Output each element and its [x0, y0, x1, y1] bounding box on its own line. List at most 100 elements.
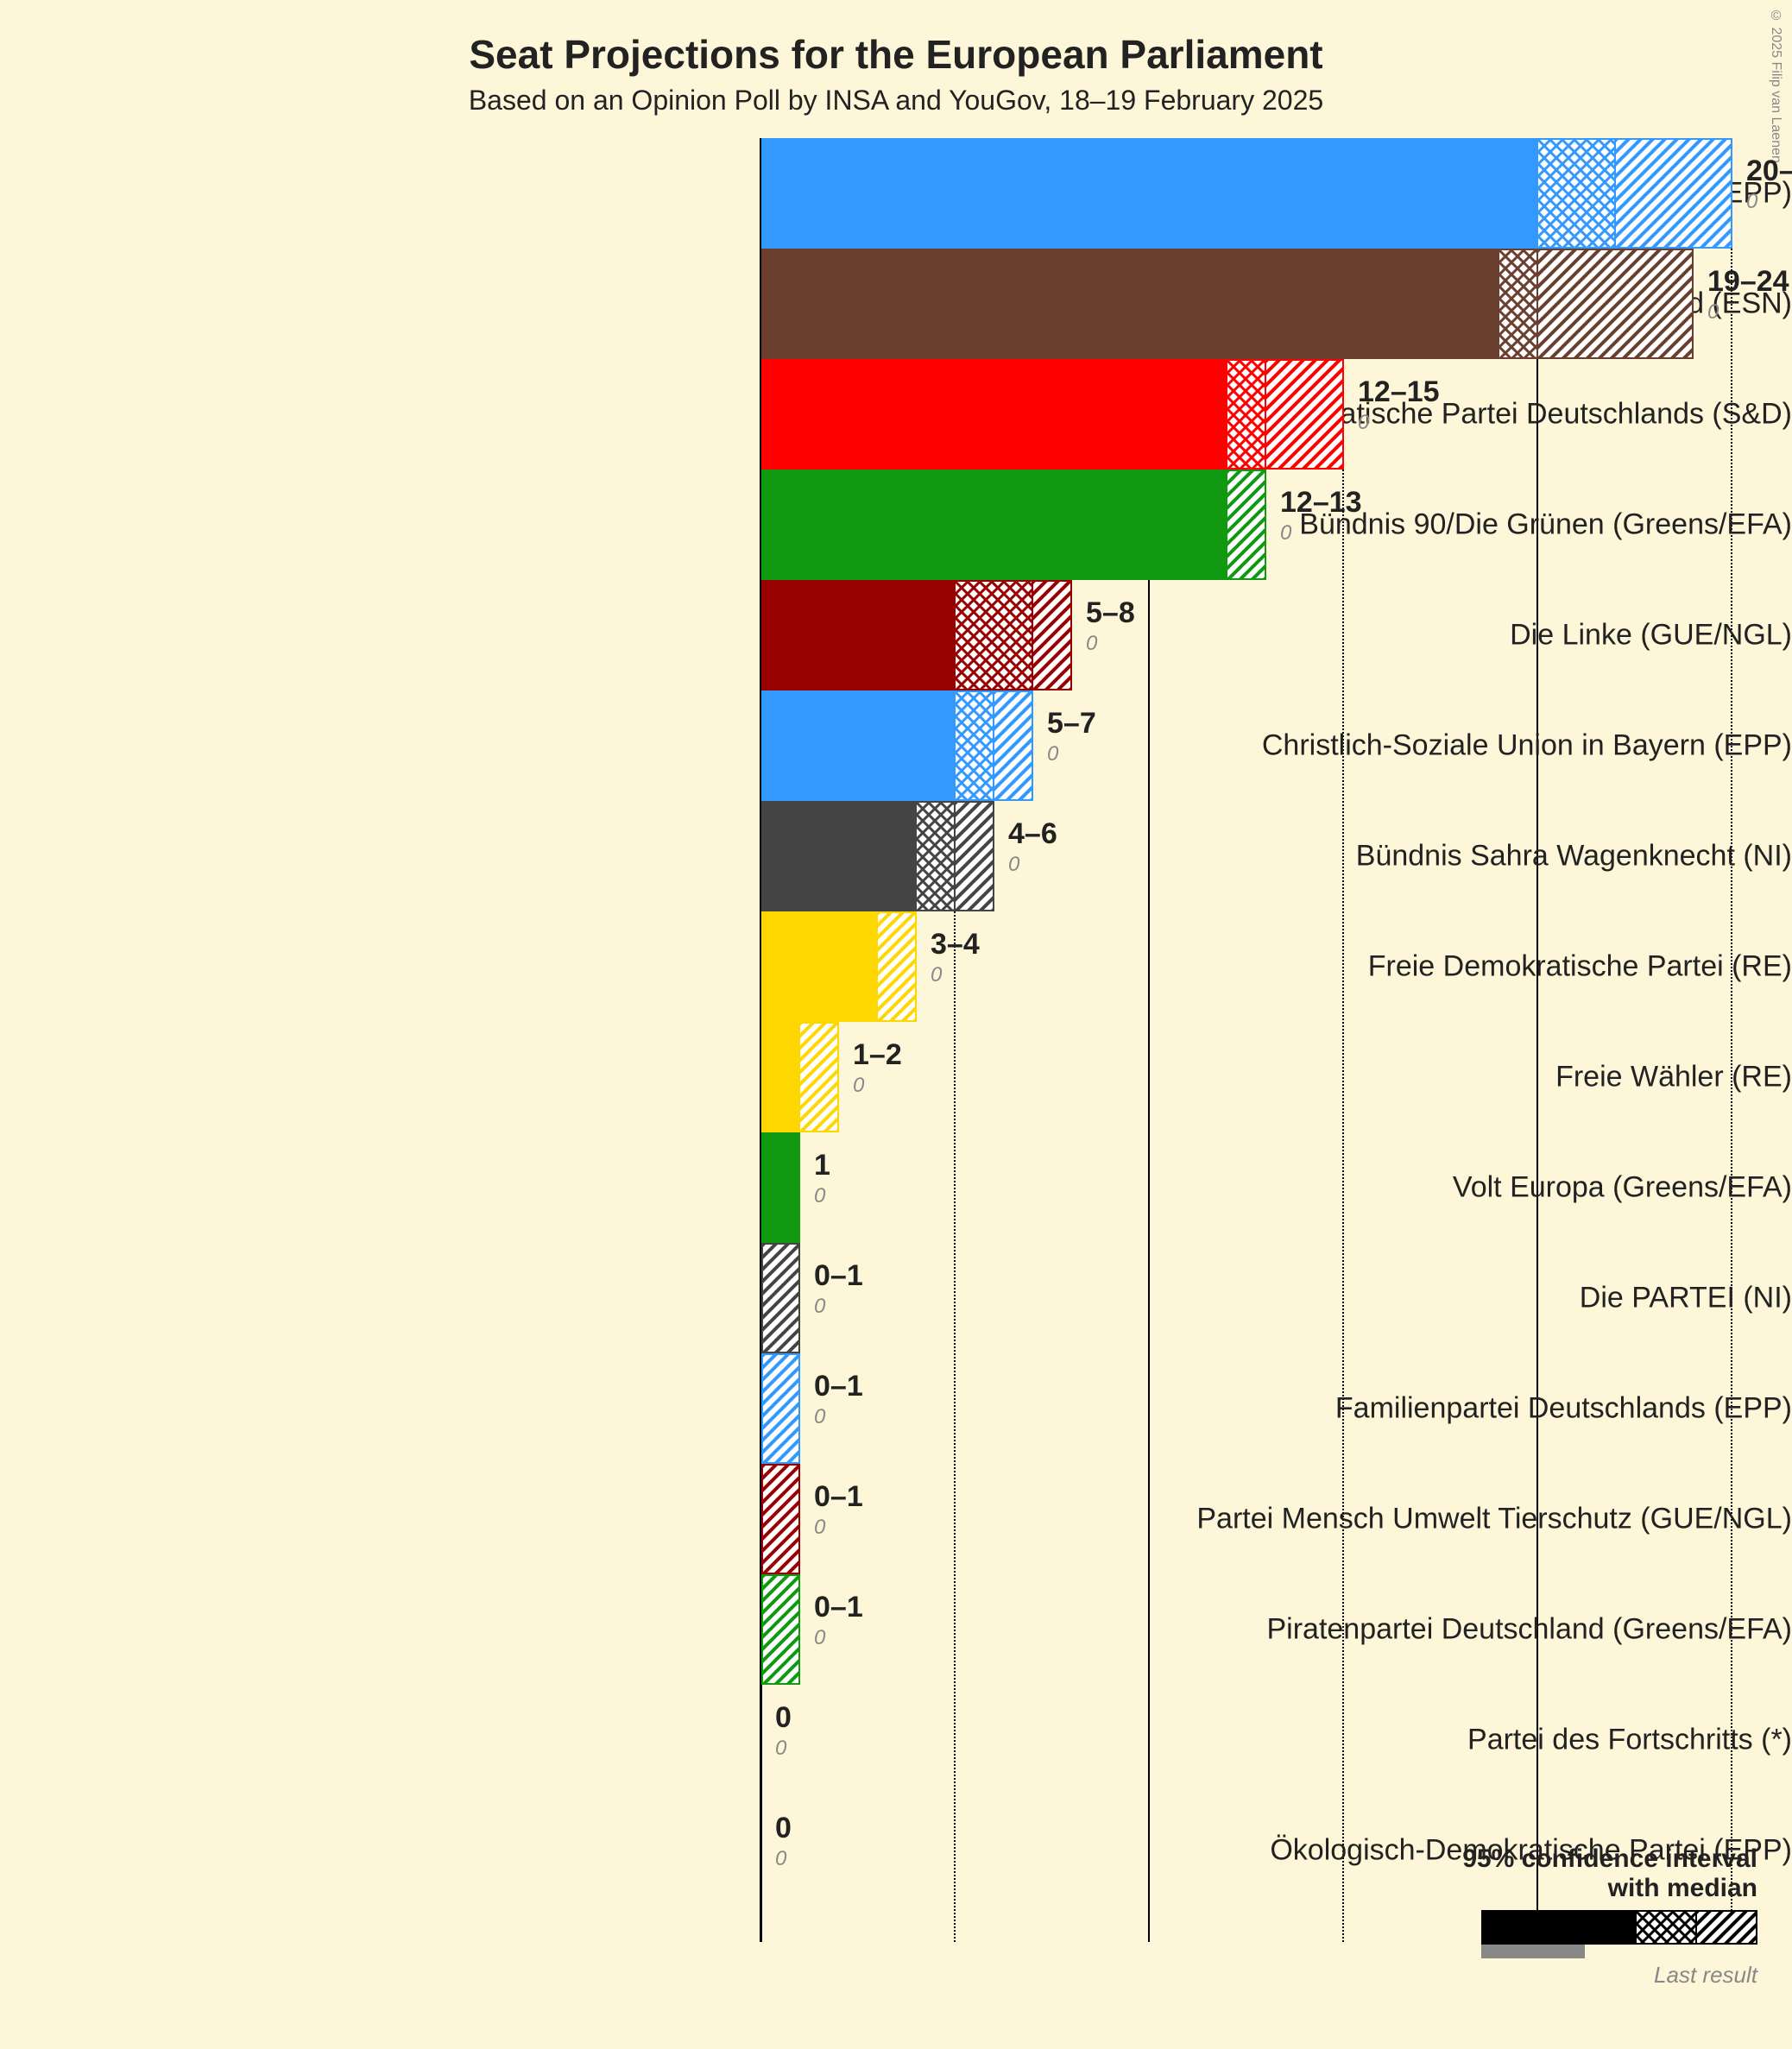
bar-solid: [761, 1132, 800, 1243]
legend-crosshatch: [1637, 1910, 1697, 1945]
range-label: 0: [775, 1701, 792, 1735]
last-result-label: 0: [1280, 521, 1362, 545]
party-label: Freie Wähler (RE): [1050, 1061, 1792, 1094]
value-label: 12–130: [1280, 483, 1362, 547]
value-label: 0–10: [814, 1478, 863, 1541]
bar-diagonal: [1538, 249, 1694, 359]
value-label: 1–20: [853, 1036, 902, 1100]
value-label: 3–40: [931, 925, 980, 989]
bar-solid: [761, 1022, 800, 1132]
range-label: 12–13: [1280, 486, 1362, 520]
legend: 95% confidence interval with median Last…: [1462, 1844, 1757, 1989]
bar-solid: [761, 249, 1499, 359]
value-label: 19–240: [1707, 262, 1789, 326]
bar-diagonal: [994, 690, 1033, 801]
last-result-label: 0: [814, 1295, 863, 1319]
bar-diagonal: [761, 1464, 800, 1574]
party-label: Partei des Fortschritts (*): [1050, 1724, 1792, 1757]
party-row: Freie Wähler (RE) 1–20: [0, 1022, 1792, 1132]
bar-solid: [761, 580, 956, 690]
party-row: Sozialdemokratische Partei Deutschlands …: [0, 359, 1792, 470]
party-label: Piratenpartei Deutschland (Greens/EFA): [1050, 1613, 1792, 1647]
range-label: 5–7: [1047, 707, 1096, 741]
value-label: 00: [775, 1809, 792, 1873]
last-result-label: 0: [814, 1516, 863, 1540]
last-result-label: 0: [1086, 632, 1135, 656]
value-label: 5–80: [1086, 594, 1135, 658]
chart-subtitle: Based on an Opinion Poll by INSA and You…: [0, 85, 1792, 117]
party-row: Die PARTEI (NI) 0–10: [0, 1243, 1792, 1353]
party-label: Partei Mensch Umwelt Tierschutz (GUE/NGL…: [1050, 1503, 1792, 1536]
last-result-label: 0: [1707, 300, 1789, 325]
bar-crosshatch: [956, 690, 994, 801]
value-label: 5–70: [1047, 704, 1096, 768]
bar-diagonal: [1266, 359, 1344, 470]
party-row: Christlich-Soziale Union in Bayern (EPP)…: [0, 690, 1792, 801]
value-label: 00: [775, 1699, 792, 1762]
range-label: 5–8: [1086, 596, 1135, 630]
value-label: 0–10: [814, 1588, 863, 1652]
party-row: Piratenpartei Deutschland (Greens/EFA) 0–…: [0, 1574, 1792, 1685]
last-result-label: 0: [1008, 853, 1057, 877]
bar-diagonal: [878, 911, 917, 1022]
bar-solid: [761, 911, 878, 1022]
party-row: Freie Demokratische Partei (RE) 3–40: [0, 911, 1792, 1022]
last-result-label: 0: [1358, 411, 1440, 435]
chart-title: Seat Projections for the European Parlia…: [0, 0, 1792, 78]
bar-diagonal: [1227, 470, 1266, 580]
party-row: Partei Mensch Umwelt Tierschutz (GUE/NGL…: [0, 1464, 1792, 1574]
bar-solid: [761, 801, 917, 911]
party-row: Partei des Fortschritts (*) 00: [0, 1685, 1792, 1795]
bar-solid: [761, 138, 1538, 249]
last-result-label: 0: [931, 963, 980, 987]
party-row: Volt Europa (Greens/EFA) 10: [0, 1132, 1792, 1243]
legend-title-line2: with median: [1608, 1874, 1757, 1902]
seat-projection-chart: Christlich Demokratische Union Deutschla…: [0, 138, 1792, 1994]
last-result-label: 0: [853, 1074, 902, 1098]
bar-diagonal: [956, 801, 994, 911]
party-row: Christlich Demokratische Union Deutschla…: [0, 138, 1792, 249]
last-result-label: 0: [1047, 742, 1096, 766]
bar-crosshatch: [1499, 249, 1538, 359]
bar-diagonal: [1616, 138, 1732, 249]
party-label: Die Linke (GUE/NGL): [1050, 619, 1792, 653]
party-label: Familienpartei Deutschlands (EPP): [1050, 1392, 1792, 1426]
party-row: Familienpartei Deutschlands (EPP)0–10: [0, 1353, 1792, 1464]
bar-solid: [761, 359, 1227, 470]
bar-solid: [761, 690, 956, 801]
legend-last-bar: [1481, 1945, 1585, 1958]
bar-diagonal: [1033, 580, 1072, 690]
last-result-label: 0: [814, 1626, 863, 1650]
range-label: 12–15: [1358, 375, 1440, 409]
bar-crosshatch: [1538, 138, 1616, 249]
range-label: 3–4: [931, 928, 980, 961]
range-label: 0–1: [814, 1591, 863, 1624]
bar-diagonal: [800, 1022, 839, 1132]
party-label: Volt Europa (Greens/EFA): [1050, 1171, 1792, 1205]
party-row: Bündnis Sahra Wagenknecht (NI)4–60: [0, 801, 1792, 911]
bar-solid: [761, 470, 1227, 580]
value-label: 4–60: [1008, 815, 1057, 879]
party-label: Christlich-Soziale Union in Bayern (EPP): [1050, 729, 1792, 763]
legend-title: 95% confidence interval with median: [1462, 1844, 1757, 1903]
last-result-label: 0: [775, 1847, 792, 1871]
party-label: Freie Demokratische Partei (RE): [1050, 950, 1792, 984]
value-label: 0–10: [814, 1257, 863, 1321]
last-result-label: 0: [814, 1405, 863, 1429]
last-result-label: 0: [1746, 190, 1792, 214]
legend-last-label: Last result: [1462, 1962, 1757, 1989]
last-result-label: 0: [814, 1184, 830, 1208]
party-label: Die PARTEI (NI): [1050, 1282, 1792, 1315]
range-label: 19–24: [1707, 265, 1789, 299]
party-row: Bündnis 90/Die Grünen (Greens/EFA)12–130: [0, 470, 1792, 580]
bar-diagonal: [761, 1243, 800, 1353]
last-result-label: 0: [775, 1737, 792, 1761]
legend-bar: [1481, 1910, 1757, 1958]
value-label: 10: [814, 1146, 830, 1210]
range-label: 4–6: [1008, 817, 1057, 851]
range-label: 1: [814, 1149, 830, 1182]
bar-crosshatch: [1227, 359, 1266, 470]
party-row: Die Linke (GUE/NGL)5–80: [0, 580, 1792, 690]
party-row: Alternative für Deutschland (ESN)19–240: [0, 249, 1792, 359]
legend-title-line1: 95% confidence interval: [1462, 1844, 1757, 1873]
